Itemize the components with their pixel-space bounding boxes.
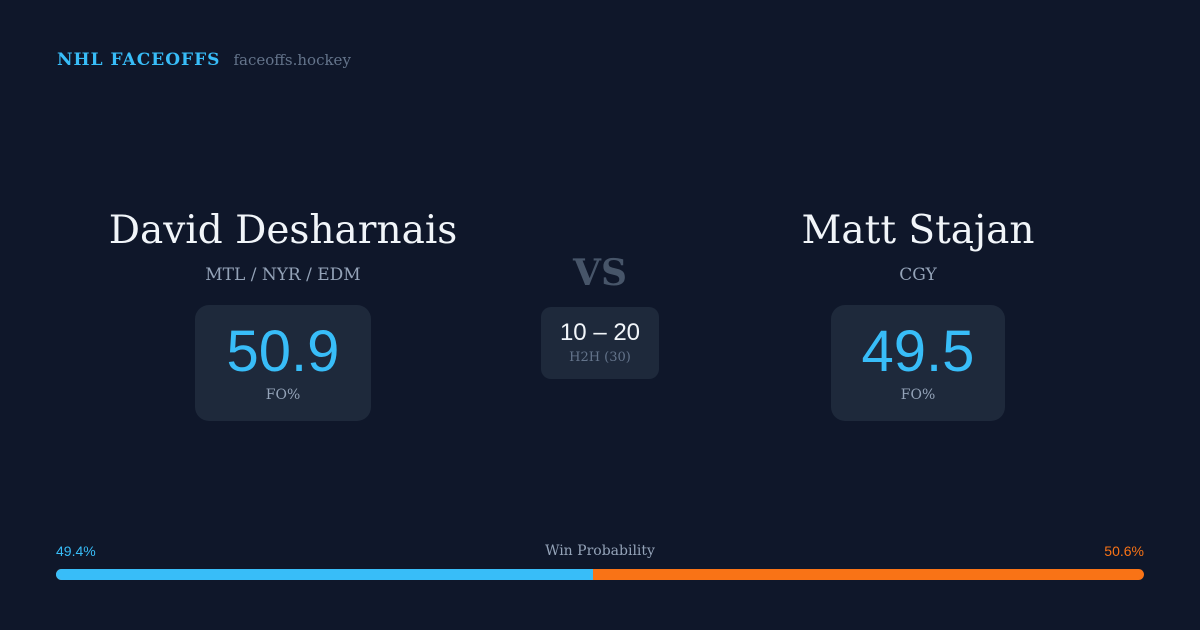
player-1-fo-pct: 50.9 [226, 319, 340, 384]
player-1-name: David Desharnais [108, 208, 458, 253]
brand-name: NHL FACEOFFS [57, 50, 221, 70]
brand-url: faceoffs.hockey [233, 51, 351, 69]
player-1: David Desharnais MTL / NYR / EDM 50.9 FO… [33, 207, 533, 421]
h2h-card: 10 – 20 H2H (30) [541, 307, 659, 379]
player-1-fo-card: 50.9 FO% [195, 305, 371, 421]
win-prob-bar-left [56, 569, 594, 580]
win-prob-label: Win Probability [545, 543, 655, 559]
win-prob-bar [56, 569, 1144, 580]
vs-label: VS [573, 252, 627, 294]
h2h-score: 10 – 20 [559, 319, 641, 346]
brand-header: NHL FACEOFFS faceoffs.hockey [57, 50, 351, 70]
win-probability: 49.4% Win Probability 50.6% [56, 543, 1144, 580]
h2h-label: H2H (30) [569, 350, 631, 365]
player-2-fo-label: FO% [900, 387, 936, 403]
player-2-teams: CGY [899, 265, 937, 285]
player-1-teams: MTL / NYR / EDM [205, 265, 361, 285]
player-2-name: Matt Stajan [801, 208, 1035, 253]
player-2: Matt Stajan CGY 49.5 FO% [668, 207, 1168, 421]
win-prob-right: 50.6% [1104, 543, 1144, 559]
player-2-fo-card: 49.5 FO% [831, 305, 1005, 421]
player-1-fo-label: FO% [265, 387, 301, 403]
player-2-fo-pct: 49.5 [861, 319, 975, 384]
win-prob-left: 49.4% [56, 543, 96, 559]
